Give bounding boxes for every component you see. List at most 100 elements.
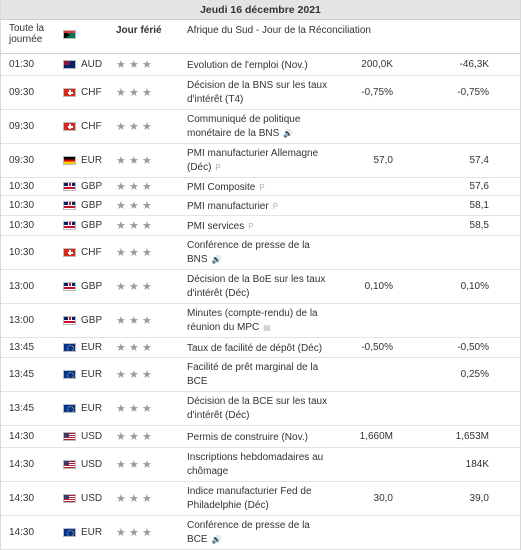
importance-stars: ★ ★ ★ <box>116 60 158 71</box>
event-currency: CHF <box>81 247 102 258</box>
table-row[interactable]: 13:45 EUR ★ ★ ★ Facilité de prêt marginal de … <box>1 358 520 392</box>
event-time: 13:00 <box>9 281 35 292</box>
previous-value: -0,75% <box>457 87 489 98</box>
event-time: 14:30 <box>9 493 35 504</box>
event-time: 10:30 <box>9 247 35 258</box>
table-row[interactable]: 13:45 EUR ★ ★ ★ Décision de la BCE sur les ta… <box>1 392 520 426</box>
forecast-value: -0,50% <box>361 342 393 353</box>
table-row[interactable]: 01:30 AUD ★ ★ ★ Evolution de l'emploi (Nov.) 2… <box>1 54 520 76</box>
star-icon: ★ <box>129 342 139 354</box>
event-time: 01:30 <box>9 59 35 70</box>
preliminary-icon: P <box>259 183 265 192</box>
event-name[interactable]: Minutes (compte-rendu) de la réunion du M… <box>187 308 318 333</box>
previous-value: 58,1 <box>469 200 489 211</box>
star-icon: ★ <box>142 369 152 381</box>
star-icon: ★ <box>142 87 152 99</box>
star-icon: ★ <box>116 493 126 505</box>
star-icon: ★ <box>129 527 139 539</box>
event-time: 10:30 <box>9 200 35 211</box>
event-name[interactable]: Communiqué de politique monétaire de la B… <box>187 114 301 139</box>
event-time: 13:45 <box>9 342 35 353</box>
table-row[interactable]: 14:30 USD ★ ★ ★ Inscriptions hebdomadaires au… <box>1 448 520 482</box>
event-name[interactable]: PMI manufacturier Allemagne (Déc) P <box>187 148 319 173</box>
table-row[interactable]: 13:00 GBP ★ ★ ★ Décision de la BoE sur les ta… <box>1 270 520 304</box>
table-row[interactable]: 13:00 GBP ★ ★ ★ Minutes (compte-rendu) de la r… <box>1 304 520 338</box>
table-row[interactable]: 10:30 GBP ★ ★ ★ PMI services P 58,5 <box>1 216 520 236</box>
star-icon: ★ <box>129 431 139 443</box>
event-name[interactable]: Taux de facilité de dépôt (Déc) <box>187 343 323 354</box>
table-row[interactable]: 14:30 USD ★ ★ ★ Permis de construire (Nov.) 1,… <box>1 426 520 448</box>
speaker-icon: 🔊 <box>211 255 222 264</box>
table-row[interactable]: 10:30 CHF ★ ★ ★ Conférence de presse de la BNS… <box>1 236 520 270</box>
event-time: 14:30 <box>9 431 35 442</box>
event-time: 09:30 <box>9 87 35 98</box>
flag-eu-icon <box>63 370 76 379</box>
event-name[interactable]: PMI manufacturier P <box>187 201 279 212</box>
star-icon: ★ <box>116 431 126 443</box>
event-name[interactable]: Facilité de prêt marginal de la BCE <box>187 362 319 387</box>
flag-gb-icon <box>63 221 76 230</box>
table-row[interactable]: 09:30 CHF ★ ★ ★ Décision de la BNS sur les ta… <box>1 76 520 110</box>
preliminary-icon: P <box>272 202 279 211</box>
flag-za-icon <box>63 30 76 39</box>
star-icon: ★ <box>116 527 126 539</box>
previous-value: 57,6 <box>469 181 489 192</box>
importance-stars: ★ ★ ★ <box>116 431 158 443</box>
star-icon: ★ <box>116 155 126 167</box>
event-name[interactable]: Conférence de presse de la BCE 🔊 <box>187 520 310 545</box>
event-name[interactable]: Permis de construire (Nov.) <box>187 432 308 443</box>
table-row[interactable]: 09:30 CHF ★ ★ ★ Communiqué de politique monéta… <box>1 110 520 144</box>
importance-stars: ★ ★ ★ <box>116 181 158 193</box>
star-icon: ★ <box>142 403 152 415</box>
event-time: 13:45 <box>9 369 35 380</box>
flag-gb-icon <box>63 316 76 325</box>
star-icon: ★ <box>116 281 126 293</box>
flag-ch-icon <box>63 88 76 97</box>
previous-value: 0,10% <box>460 281 489 292</box>
star-icon: ★ <box>129 459 139 471</box>
star-icon: ★ <box>116 181 126 193</box>
event-name[interactable]: Evolution de l'emploi (Nov.) <box>187 60 308 71</box>
event-currency: GBP <box>81 200 103 211</box>
event-currency: AUD <box>81 59 103 70</box>
table-row[interactable]: 09:30 EUR ★ ★ ★ PMI manufacturier Allemagne (D… <box>1 144 520 178</box>
star-icon: ★ <box>116 403 126 415</box>
star-icon: ★ <box>129 220 139 232</box>
forecast-value: 1,660M <box>359 431 393 442</box>
flag-eu-icon <box>63 404 76 413</box>
event-name[interactable]: PMI Composite P <box>187 182 265 193</box>
star-icon: ★ <box>116 459 126 471</box>
event-name[interactable]: Décision de la BNS sur les taux d'intérêt… <box>187 80 328 105</box>
event-name[interactable]: Inscriptions hebdomadaires au chômage <box>187 452 324 477</box>
star-icon: ★ <box>142 342 152 354</box>
star-icon: ★ <box>116 87 126 99</box>
event-name[interactable]: Décision de la BCE sur les taux d'intérêt… <box>187 396 328 421</box>
importance-stars: ★ ★ ★ <box>116 315 158 327</box>
star-icon: ★ <box>142 155 152 167</box>
speaker-icon: 🔊 <box>283 129 294 138</box>
previous-value: 39,0 <box>469 493 489 504</box>
event-currency: EUR <box>81 342 103 353</box>
table-row[interactable]: 13:45 EUR ★ ★ ★ Taux de facilité de dépôt (Dé… <box>1 338 520 358</box>
table-row[interactable]: 14:30 USD ★ ★ ★ Indice manufacturier Fed de Ph… <box>1 482 520 516</box>
table-row[interactable]: 10:30 GBP ★ ★ ★ PMI manufacturier P 58,1 <box>1 196 520 216</box>
event-name[interactable]: Décision de la BoE sur les taux d'intérêt… <box>187 274 326 299</box>
event-name[interactable]: Indice manufacturier Fed de Philadelphie … <box>187 486 312 511</box>
event-time: 13:45 <box>9 403 35 414</box>
event-name[interactable]: PMI services P <box>187 221 254 232</box>
event-time: 09:30 <box>9 155 35 166</box>
previous-value: 0,25% <box>460 369 489 380</box>
star-icon: ★ <box>142 431 152 443</box>
flag-us-icon <box>63 432 76 441</box>
importance-stars: ★ ★ ★ <box>116 342 158 354</box>
event-currency: EUR <box>81 155 103 166</box>
table-row[interactable]: 10:30 GBP ★ ★ ★ PMI Composite P 57,6 <box>1 178 520 196</box>
event-time: 10:30 <box>9 181 35 192</box>
previous-value: 57,4 <box>469 155 489 166</box>
star-icon: ★ <box>129 315 139 327</box>
event-name[interactable]: Conférence de presse de la BNS 🔊 <box>187 240 310 265</box>
event-time: 14:30 <box>9 459 35 470</box>
table-row[interactable]: 14:30 EUR ★ ★ ★ Conférence de presse de la BCE… <box>1 516 520 550</box>
event-currency: GBP <box>81 220 103 231</box>
